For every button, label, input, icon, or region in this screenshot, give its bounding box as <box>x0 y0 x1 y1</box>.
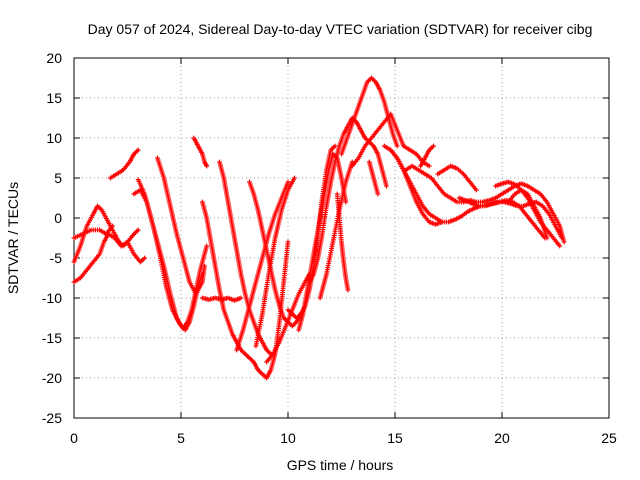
series-markers <box>435 163 479 193</box>
series-arc-21 <box>339 75 400 157</box>
series-arc-04 <box>107 147 141 181</box>
data-series <box>71 75 567 381</box>
y-tick-label: -25 <box>42 410 62 426</box>
y-tick-label: -10 <box>42 290 62 306</box>
series-arc-28 <box>435 163 479 193</box>
series-arc-25 <box>388 147 445 227</box>
series-arc-23 <box>366 159 381 197</box>
series-markers <box>71 223 115 241</box>
x-tick-label: 20 <box>494 430 510 446</box>
x-tick-label: 10 <box>280 430 296 446</box>
series-arc-20 <box>334 191 351 293</box>
series-markers <box>339 75 400 157</box>
series-markers <box>200 295 244 303</box>
series-arc-11 <box>217 159 274 357</box>
series-arc-07 <box>155 155 207 297</box>
series-arc-13 <box>247 179 304 329</box>
series-markers <box>253 175 297 349</box>
series-markers <box>334 191 351 293</box>
series-arc-29 <box>456 195 565 241</box>
series-markers <box>191 135 210 169</box>
x-axis-label: GPS time / hours <box>287 457 394 473</box>
chart-title: Day 057 of 2024, Sidereal Day-to-day VTE… <box>88 21 593 37</box>
series-markers <box>247 179 304 329</box>
y-tick-label: 20 <box>46 50 62 66</box>
x-tick-label: 25 <box>601 430 617 446</box>
series-arc-14 <box>253 175 297 349</box>
x-tick-label: 15 <box>387 430 403 446</box>
series-markers <box>506 187 550 241</box>
x-tick-labels: 0 5 10 15 20 25 <box>70 430 617 446</box>
x-tick-label: 0 <box>70 430 78 446</box>
series-markers <box>264 271 312 365</box>
series-arc-03 <box>71 223 115 241</box>
y-tick-label: -15 <box>42 330 62 346</box>
grid-lines <box>74 58 609 418</box>
series-arc-12 <box>234 179 291 353</box>
axis-ticks <box>73 57 610 419</box>
series-markers <box>107 147 141 181</box>
y-tick-label: 5 <box>54 170 62 186</box>
x-tick-label: 5 <box>177 430 185 446</box>
series-markers <box>366 159 381 197</box>
series-arc-10 <box>200 295 244 303</box>
series-arc-31 <box>506 187 550 241</box>
series-arc-18 <box>307 115 389 285</box>
series-arc-27 <box>418 143 436 169</box>
series-markers <box>234 179 291 353</box>
series-markers <box>307 115 389 285</box>
series-markers <box>155 155 207 297</box>
y-tick-label: 15 <box>46 90 62 106</box>
series-markers <box>388 147 445 227</box>
series-markers <box>456 195 565 241</box>
series-markers <box>349 111 432 169</box>
series-markers <box>217 159 274 357</box>
y-tick-label: -20 <box>42 370 62 386</box>
series-markers <box>418 143 436 169</box>
y-axis-label: SDTVAR / TECUs <box>5 182 21 294</box>
series-arc-22 <box>349 111 432 169</box>
y-tick-labels: -25 -20 -15 -10 -5 0 5 10 15 20 <box>42 50 62 426</box>
y-tick-label: 10 <box>46 130 62 146</box>
y-tick-label: -5 <box>50 250 63 266</box>
series-arc-15 <box>264 271 312 365</box>
series-arc-08 <box>191 135 210 169</box>
y-tick-label: 0 <box>54 210 62 226</box>
